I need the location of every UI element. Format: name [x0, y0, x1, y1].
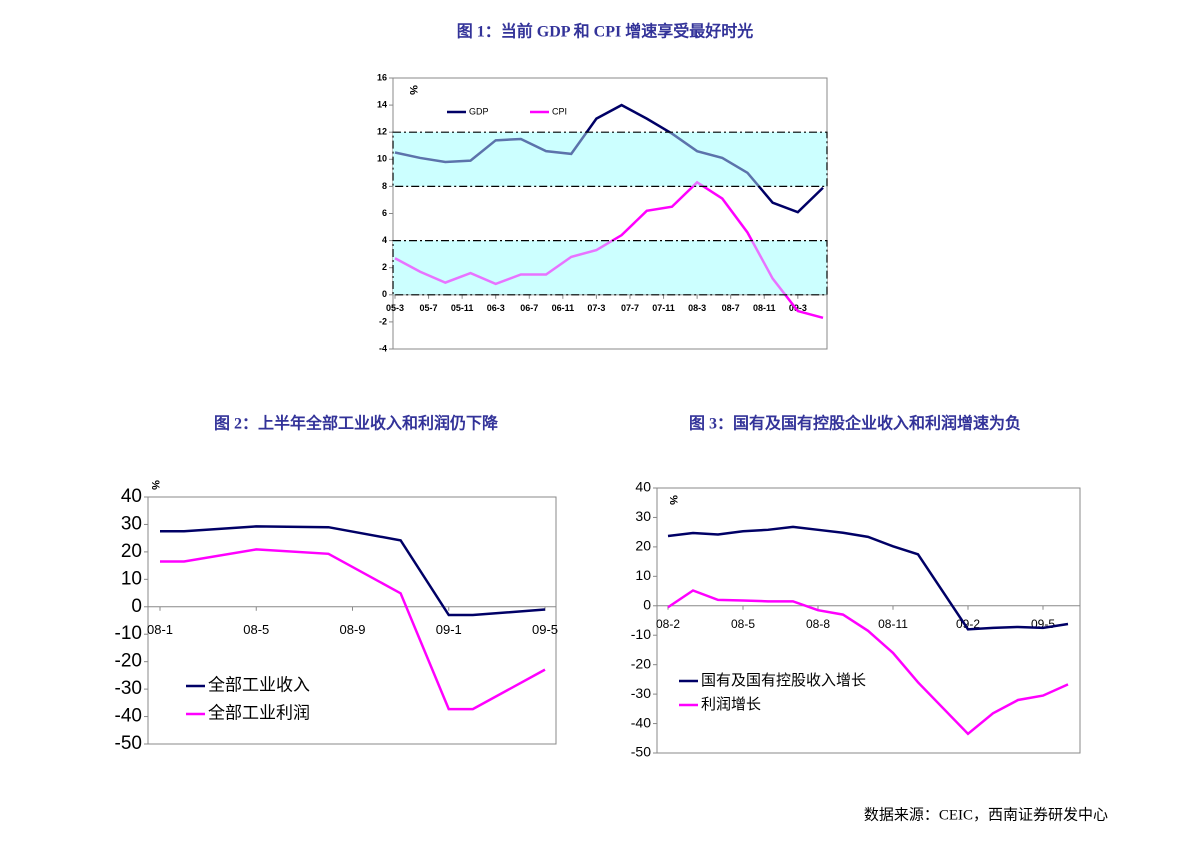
x-tick-label: 05-7: [420, 303, 438, 313]
y-tick-label: 4: [382, 235, 387, 245]
y-tick-label: 12: [377, 127, 387, 137]
y-tick-label: 0: [382, 289, 387, 299]
legend-label: 全部工业利润: [208, 704, 310, 724]
series-line: [160, 548, 546, 711]
unit-label: %: [149, 480, 161, 490]
x-tick-label: 08-11: [753, 303, 776, 313]
x-tick-label: 08-7: [722, 303, 740, 313]
unit-label: %: [407, 85, 419, 95]
y-tick-label: 16: [377, 72, 387, 82]
x-tick-label: 07-11: [652, 303, 675, 313]
y-tick-label: 30: [635, 508, 651, 524]
chart-title: 图 3：国有及国有控股企业收入和利润增速为负: [689, 414, 1021, 433]
y-tick-label: 40: [121, 486, 142, 507]
y-tick-label: -20: [115, 651, 142, 672]
y-tick-label: -50: [115, 733, 142, 754]
x-tick-label: 09-1: [436, 622, 462, 637]
y-tick-label: -10: [631, 626, 651, 642]
series-line: [394, 103, 824, 214]
x-tick-label: 05-3: [386, 303, 404, 313]
legend-label: GDP: [469, 106, 489, 116]
y-tick-label: -30: [631, 685, 651, 701]
series-line: [160, 525, 546, 617]
y-tick-label: 40: [635, 479, 651, 495]
x-tick-label: 08-9: [339, 622, 365, 637]
y-tick-label: 0: [643, 596, 651, 612]
x-tick-label: 06-7: [520, 303, 538, 313]
x-tick-label: 05-11: [451, 303, 474, 313]
unit-label: %: [667, 495, 679, 505]
x-tick-label: 08-5: [243, 622, 269, 637]
band: [393, 132, 827, 187]
chart-title: 图 2：上半年全部工业收入和利润仍下降: [214, 414, 499, 433]
source-note: 数据来源：CEIC，西南证券研发中心: [864, 806, 1108, 823]
y-tick-label: 20: [635, 538, 651, 554]
x-tick-label: 09-3: [789, 303, 807, 313]
y-tick-label: -10: [115, 623, 142, 644]
legend-label: 全部工业收入: [208, 676, 310, 696]
x-tick-label: 08-11: [878, 617, 908, 631]
plot-frame: [392, 77, 828, 350]
legend-label: 国有及国有控股收入增长: [701, 671, 866, 689]
y-tick-label: 14: [377, 99, 387, 109]
x-tick-label: 09-5: [532, 622, 558, 637]
y-tick-label: -2: [379, 316, 387, 326]
band-border: [392, 131, 828, 187]
x-tick-label: 07-3: [587, 303, 605, 313]
y-tick-label: -20: [631, 655, 651, 671]
y-tick-label: 10: [121, 568, 142, 589]
legend-label: 利润增长: [701, 695, 761, 713]
x-tick-label: 08-1: [147, 622, 173, 637]
x-tick-label: 08-3: [688, 303, 706, 313]
x-tick-label: 08-5: [731, 617, 755, 631]
x-tick-label: 06-11: [552, 303, 575, 313]
y-tick-label: -40: [631, 714, 651, 730]
y-tick-label: 6: [382, 208, 387, 218]
y-tick-label: 10: [377, 154, 387, 164]
x-tick-label: 08-8: [806, 617, 830, 631]
band-border: [392, 240, 828, 296]
band: [393, 240, 827, 295]
y-tick-label: 2: [382, 262, 387, 272]
y-tick-label: -4: [379, 343, 387, 353]
y-tick-label: 30: [121, 513, 142, 534]
x-tick-label: 08-2: [656, 617, 680, 631]
y-tick-label: 20: [121, 541, 142, 562]
y-tick-label: -40: [115, 706, 142, 727]
x-tick-label: 07-7: [621, 303, 639, 313]
y-tick-label: 8: [382, 181, 387, 191]
y-tick-label: -30: [115, 678, 142, 699]
plot-frame: [147, 496, 557, 745]
y-tick-label: 0: [131, 596, 142, 617]
legend-label: CPI: [552, 106, 567, 116]
y-tick-label: 10: [635, 567, 651, 583]
plot-frame: [656, 487, 1081, 754]
x-tick-label: 06-3: [487, 303, 505, 313]
series-line: [667, 525, 1069, 631]
y-tick-label: -50: [631, 744, 651, 760]
series-line: [667, 589, 1069, 736]
chart-title: 图 1：当前 GDP 和 CPI 增速享受最好时光: [457, 22, 753, 41]
